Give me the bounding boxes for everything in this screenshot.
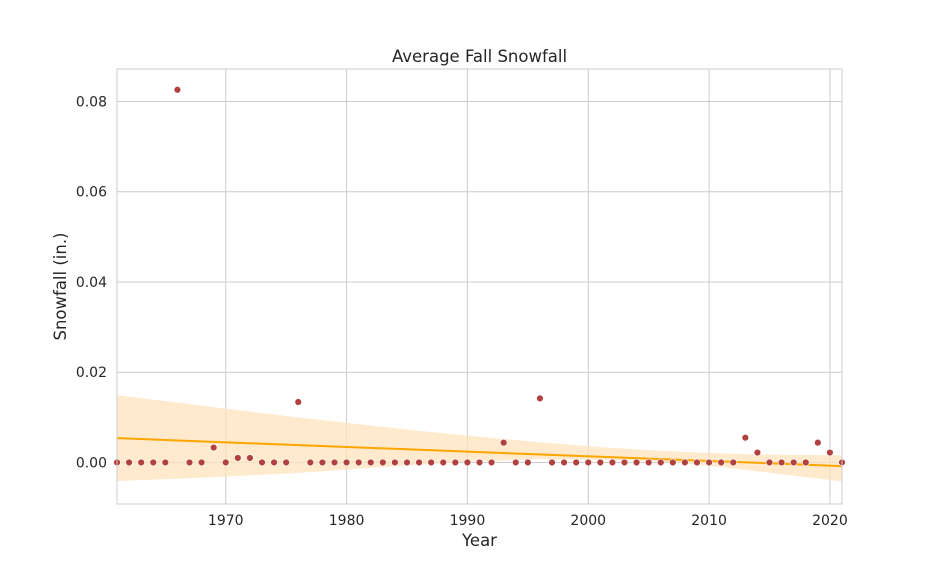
data-point [161, 458, 170, 467]
data-point [137, 458, 145, 467]
y-tick-label: 0.08 [76, 94, 107, 110]
data-point [234, 454, 242, 462]
data-point [270, 458, 278, 467]
data-point [802, 458, 810, 467]
data-point [173, 86, 182, 94]
data-point [185, 458, 194, 467]
data-point [826, 448, 834, 457]
y-tick-label: 0.04 [76, 275, 107, 291]
data-point [403, 458, 411, 467]
y-tick-label: 0.02 [76, 365, 107, 381]
data-point [620, 458, 629, 467]
data-point [306, 458, 315, 467]
data-point [367, 458, 375, 467]
x-tick-label: 2010 [691, 513, 727, 529]
data-point [379, 458, 387, 467]
data-point [258, 458, 266, 467]
chart-title: Average Fall Snowfall [392, 47, 567, 66]
data-point [451, 458, 460, 467]
data-point [729, 458, 737, 467]
data-point [536, 394, 544, 403]
data-point [814, 438, 822, 447]
data-point [342, 458, 351, 467]
data-point [560, 458, 568, 467]
data-point [789, 458, 798, 467]
data-point [222, 458, 230, 467]
data-point [765, 458, 774, 467]
data-point [294, 398, 302, 406]
data-point [475, 458, 484, 467]
data-point [608, 458, 617, 467]
data-point [125, 458, 133, 467]
data-point [427, 458, 435, 467]
data-point [318, 458, 327, 467]
data-point [717, 458, 725, 467]
x-tick-label: 2020 [812, 513, 848, 529]
data-point [246, 454, 254, 462]
data-point [463, 458, 472, 467]
data-point [391, 458, 399, 467]
data-point [669, 458, 677, 467]
data-point [657, 458, 665, 467]
data-point [741, 433, 750, 442]
data-point [149, 458, 157, 467]
data-point [330, 458, 339, 467]
data-point [644, 458, 653, 467]
y-axis-label: Snowfall (in.) [51, 232, 70, 340]
data-points [113, 86, 846, 467]
data-point [777, 458, 786, 467]
data-point [632, 458, 641, 467]
data-point [354, 458, 363, 467]
x-tick-label: 1970 [208, 513, 244, 529]
x-tick-label: 1990 [450, 513, 486, 529]
data-point [705, 458, 713, 467]
data-point [753, 448, 762, 457]
plot-frame [116, 68, 843, 505]
x-tick-label: 2000 [570, 513, 606, 529]
data-point [209, 443, 218, 452]
y-tick-label: 0.00 [76, 455, 107, 471]
x-axis-label: Year [461, 531, 497, 550]
data-point [693, 458, 701, 467]
data-point [548, 458, 556, 467]
data-point [681, 458, 689, 467]
data-point [487, 458, 496, 467]
data-point [197, 458, 206, 467]
data-point [596, 458, 605, 467]
data-point [572, 458, 580, 467]
x-tick-label: 1980 [329, 513, 365, 529]
data-point [439, 458, 447, 467]
data-point [282, 458, 290, 467]
y-tick-labels: 0.00 0.02 0.04 0.06 0.08 [76, 94, 107, 471]
data-point [512, 458, 520, 467]
data-point [499, 438, 508, 447]
y-tick-label: 0.06 [76, 185, 107, 201]
data-point [524, 458, 532, 467]
data-point [584, 458, 592, 467]
data-point [415, 458, 423, 467]
x-tick-labels: 1970 1980 1990 2000 2010 2020 [208, 513, 848, 529]
